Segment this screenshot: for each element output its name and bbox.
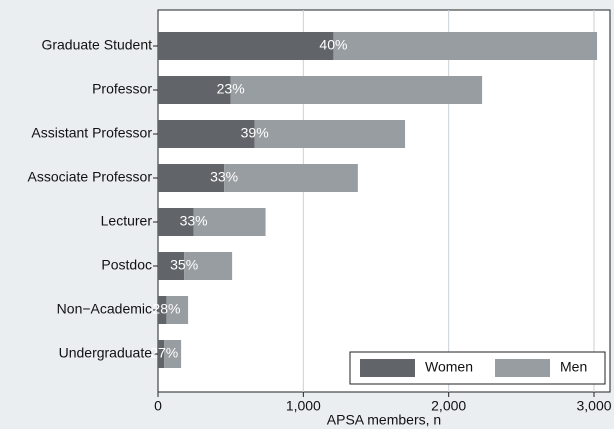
x-tick-label: 0	[154, 398, 162, 414]
share-label: 39%	[241, 125, 269, 141]
y-tick-label: Non−Academic	[57, 301, 152, 317]
y-tick-label: Assistant Professor	[31, 125, 152, 141]
y-tick-label: Undergraduate	[59, 345, 153, 361]
legend-swatch	[495, 359, 550, 377]
y-tick-label: Graduate Student	[41, 37, 152, 53]
y-tick-label: Postdoc	[101, 257, 152, 273]
share-label: 33%	[210, 169, 238, 185]
share-label: 28%	[152, 301, 180, 317]
bar-segment	[158, 208, 194, 236]
bar-segment	[158, 76, 231, 104]
y-tick-label: Lecturer	[101, 213, 153, 229]
bar-segment	[224, 164, 358, 192]
plot-area	[157, 9, 611, 393]
bar-segment	[184, 252, 233, 280]
legend-swatch	[360, 359, 415, 377]
share-label: 27%	[150, 345, 178, 361]
legend-label: Women	[425, 359, 473, 375]
bar-segment	[158, 296, 167, 324]
y-tick-label: Associate Professor	[28, 169, 153, 185]
bar-segment	[164, 340, 182, 368]
bar-segment	[166, 296, 189, 324]
legend-label: Men	[560, 359, 587, 375]
bar-segment	[333, 32, 598, 60]
share-label: 33%	[180, 213, 208, 229]
x-tick-label: 2,000	[431, 398, 466, 414]
y-tick-label: Professor	[92, 81, 152, 97]
bar-segment	[230, 76, 483, 104]
bar-segment	[158, 340, 165, 368]
bar-segment	[158, 252, 185, 280]
x-tick-label: 1,000	[286, 398, 321, 414]
share-label: 35%	[170, 257, 198, 273]
share-label: 23%	[217, 81, 245, 97]
bar-segment	[158, 32, 334, 60]
x-axis-title: APSA members, n	[327, 412, 441, 428]
bar-segment	[158, 164, 225, 192]
bar-segment	[193, 208, 266, 236]
bar-segment	[254, 120, 406, 148]
share-label: 40%	[319, 37, 347, 53]
bar-segment	[158, 120, 255, 148]
x-tick-label: 3,000	[576, 398, 611, 414]
